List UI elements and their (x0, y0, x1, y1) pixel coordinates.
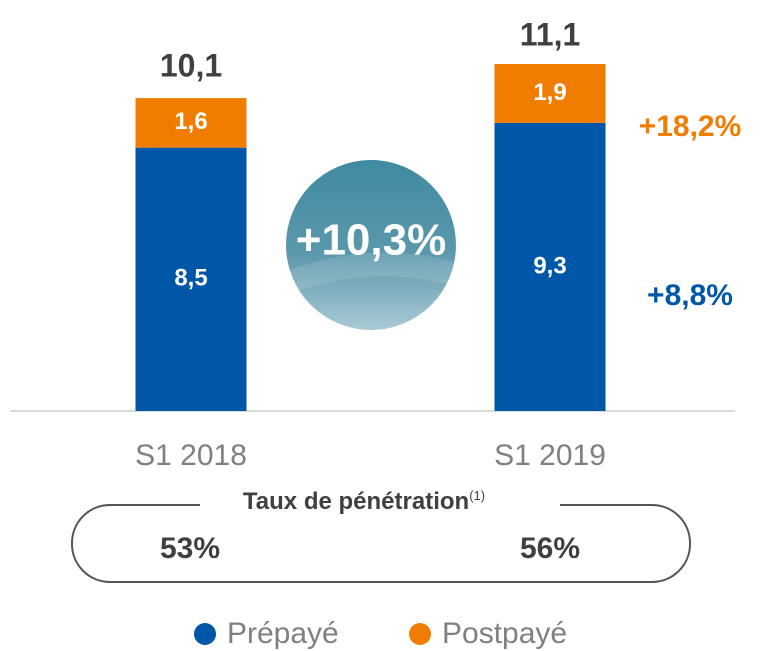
title-mask (200, 490, 560, 518)
penetration-value: 53% (160, 532, 220, 565)
postpaid-growth: +18,2% (639, 110, 742, 143)
growth-bubble: +10,3% (286, 160, 456, 330)
bar-segment (135, 98, 247, 148)
legend-label: Postpayé (442, 617, 567, 650)
value-label: 8,5 (174, 265, 207, 292)
penetration-box: Taux de pénétration(1) 53% 56% (71, 488, 691, 583)
legend-marker (409, 623, 431, 645)
bar-segment (494, 64, 606, 123)
penetration-note: (1) (469, 488, 485, 503)
total-label: 10,1 (160, 48, 222, 84)
bar-segment (135, 147, 247, 411)
bubble-shine (290, 252, 455, 292)
penetration-title: Taux de pénétration(1) (243, 488, 485, 515)
penetration-value: 56% (520, 532, 580, 565)
bar-segment (494, 122, 606, 411)
legend-label: Prépayé (227, 617, 339, 650)
x-tick-label: S1 2018 (135, 439, 247, 472)
value-label: 1,9 (533, 79, 566, 106)
total-label: 11,1 (520, 17, 581, 53)
value-label: 1,6 (174, 108, 207, 135)
bubble (286, 160, 456, 330)
penetration-title-text: Taux de pénétration (243, 488, 469, 515)
prepaid-growth: +8,8% (647, 279, 733, 312)
legend-marker (194, 623, 216, 645)
value-label: 9,3 (533, 252, 566, 279)
x-tick-label: S1 2019 (494, 439, 606, 472)
total-growth: +10,3% (296, 216, 446, 265)
